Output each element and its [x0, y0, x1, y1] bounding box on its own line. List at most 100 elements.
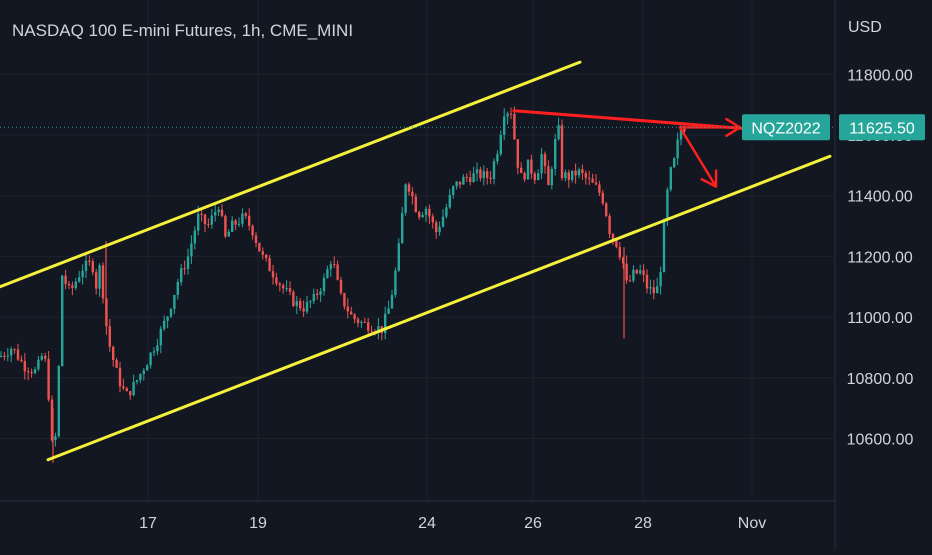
candle-body — [193, 230, 196, 244]
candle-body — [132, 381, 135, 396]
candle-body — [435, 222, 438, 233]
candle-body — [571, 170, 574, 180]
candle-body — [278, 283, 281, 286]
candle-body — [611, 233, 615, 240]
candle-body — [13, 349, 16, 351]
candle-body — [520, 167, 523, 174]
candle-body — [258, 242, 261, 252]
candle-body — [305, 301, 309, 312]
candle-body — [152, 351, 156, 353]
candle-body — [57, 366, 60, 437]
candle-body — [394, 270, 397, 296]
arrow-down-head — [700, 169, 718, 188]
candle-body — [84, 260, 88, 271]
candle-body — [418, 211, 421, 218]
candle-body — [333, 264, 336, 266]
candle-body — [431, 216, 434, 223]
candle-body — [115, 359, 118, 368]
candle-body — [605, 203, 608, 216]
candle-body — [588, 177, 591, 179]
candle-body — [622, 257, 625, 264]
candle-body — [370, 330, 373, 332]
candle-body — [10, 349, 13, 356]
candle-body — [186, 256, 190, 270]
candle-body — [27, 371, 30, 373]
candle-body — [411, 191, 414, 197]
y-tick-label: 11400.00 — [847, 189, 913, 206]
candle-body — [299, 301, 302, 309]
candle-body — [363, 322, 366, 324]
candle-body — [455, 181, 458, 187]
candle-body — [554, 138, 557, 169]
candle-body — [496, 154, 499, 162]
candle-body — [445, 207, 448, 217]
last-price-badge[interactable]: 11625.50 — [839, 114, 925, 141]
candle-body — [509, 113, 513, 115]
candle-body — [183, 268, 186, 270]
candle-body — [81, 270, 84, 278]
candle-body — [632, 269, 635, 281]
candle-body — [557, 125, 560, 139]
candle-body — [574, 170, 577, 176]
candle-body — [40, 355, 43, 360]
candle-body — [3, 355, 6, 357]
candle-body — [458, 181, 462, 185]
candle-body — [645, 274, 649, 289]
x-tick-label: 19 — [249, 515, 267, 532]
candle-body — [197, 213, 200, 231]
candle-body — [74, 281, 77, 289]
candle-body — [268, 258, 271, 272]
time-axis[interactable]: 17 19 24 26 28 Nov — [139, 515, 766, 532]
candle-body — [516, 139, 519, 168]
candle-body — [101, 265, 105, 299]
candle-body — [346, 306, 349, 312]
candle-body — [489, 177, 492, 180]
candle-body — [163, 320, 166, 329]
candle-body — [492, 161, 496, 180]
candle-body — [33, 369, 37, 374]
candle-body — [360, 322, 363, 324]
candle-body — [203, 214, 207, 225]
candle-body — [288, 288, 292, 292]
candle-body — [526, 159, 530, 180]
last-price-badge-label: 11625.50 — [849, 120, 915, 137]
candle-body — [200, 213, 203, 215]
candle-body — [302, 308, 305, 312]
candle-body — [180, 268, 183, 283]
candle-body — [295, 301, 298, 306]
candle-body — [581, 169, 584, 174]
candle-body — [129, 391, 132, 396]
candle-body — [475, 169, 479, 174]
candle-body — [601, 192, 604, 204]
candle-body — [67, 283, 71, 286]
candle-body — [125, 388, 128, 392]
candle-body — [220, 209, 224, 216]
candle-body — [503, 116, 506, 135]
candle-body — [149, 352, 152, 366]
candle-body — [292, 291, 295, 306]
candle-body — [377, 326, 380, 332]
x-tick-label: 26 — [524, 515, 542, 532]
candle-body — [173, 294, 176, 309]
candle-body — [384, 313, 387, 334]
candle-body — [20, 359, 23, 362]
candle-body — [309, 301, 312, 303]
candle-body — [407, 184, 411, 192]
candle-body — [71, 285, 74, 289]
candle-body — [190, 243, 193, 257]
candle-body — [560, 125, 564, 179]
candle-body — [326, 269, 329, 278]
trend-line — [512, 109, 744, 130]
candle-body — [540, 154, 543, 174]
candle-body — [244, 213, 247, 216]
candle-body — [615, 239, 618, 247]
candle-body — [577, 169, 581, 176]
candle-body — [567, 172, 570, 180]
symbol-badge[interactable]: NQZ2022 — [742, 114, 830, 141]
candle-body — [237, 223, 241, 225]
candle-body — [275, 277, 278, 284]
candle-body — [465, 176, 468, 178]
candle-body — [683, 128, 686, 132]
